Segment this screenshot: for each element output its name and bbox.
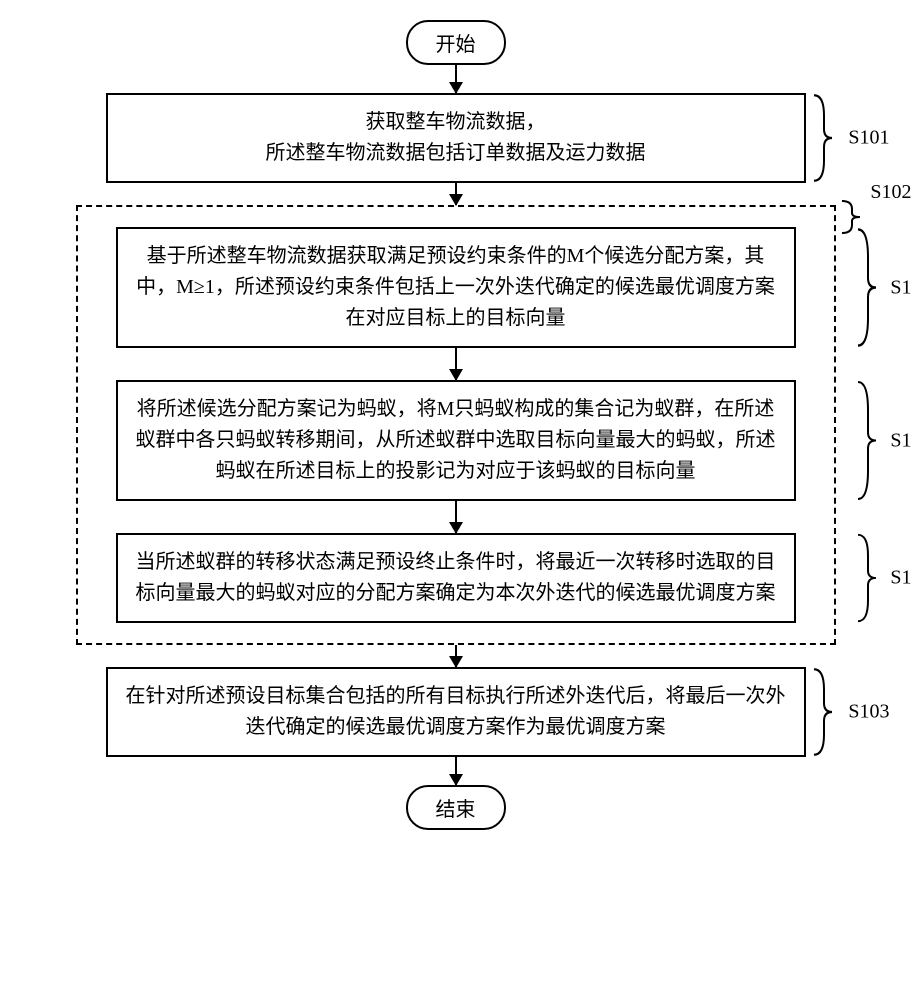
step-s1021: 基于所述整车物流数据获取满足预设约束条件的M个候选分配方案，其中，M≥1，所述预… bbox=[116, 227, 796, 348]
brace-s101 bbox=[810, 93, 834, 183]
label-s101: S101 bbox=[848, 127, 889, 150]
label-s102: S102 bbox=[870, 181, 911, 204]
step-s102-group: 基于所述整车物流数据获取满足预设约束条件的M个候选分配方案，其中，M≥1，所述预… bbox=[76, 205, 836, 645]
step-s1022-text: 将所述候选分配方案记为蚂蚁，将M只蚂蚁构成的集合记为蚁群，在所述蚁群中各只蚂蚁转… bbox=[136, 398, 776, 482]
step-s1021-row: 基于所述整车物流数据获取满足预设约束条件的M个候选分配方案，其中，M≥1，所述预… bbox=[90, 227, 822, 348]
step-s103-row: 在针对所述预设目标集合包括的所有目标执行所述外迭代后，将最后一次外迭代确定的候选… bbox=[16, 667, 896, 757]
step-s1023-text: 当所述蚁群的转移状态满足预设终止条件时，将最近一次转移时选取的目标向量最大的蚂蚁… bbox=[136, 551, 776, 604]
brace-s1023 bbox=[854, 533, 878, 623]
arrow-5 bbox=[455, 645, 457, 667]
label-s1021: S1021 bbox=[890, 276, 911, 299]
brace-s1021 bbox=[854, 227, 878, 348]
arrow-1 bbox=[455, 65, 457, 93]
step-s101-row: 获取整车物流数据，所述整车物流数据包括订单数据及运力数据 S101 bbox=[16, 93, 896, 183]
step-s103: 在针对所述预设目标集合包括的所有目标执行所述外迭代后，将最后一次外迭代确定的候选… bbox=[106, 667, 806, 757]
arrow-3 bbox=[455, 348, 457, 380]
start-label: 开始 bbox=[436, 34, 476, 56]
end-label: 结束 bbox=[436, 799, 476, 821]
flowchart-container: 开始 获取整车物流数据，所述整车物流数据包括订单数据及运力数据 S101 基于所… bbox=[16, 20, 896, 830]
step-s102-row: 基于所述整车物流数据获取满足预设约束条件的M个候选分配方案，其中，M≥1，所述预… bbox=[16, 205, 896, 645]
end-terminal: 结束 bbox=[406, 785, 506, 830]
step-s1022-row: 将所述候选分配方案记为蚂蚁，将M只蚂蚁构成的集合记为蚁群，在所述蚁群中各只蚂蚁转… bbox=[90, 380, 822, 501]
step-s103-text: 在针对所述预设目标集合包括的所有目标执行所述外迭代后，将最后一次外迭代确定的候选… bbox=[126, 685, 786, 738]
arrow-4 bbox=[455, 501, 457, 533]
arrow-2 bbox=[455, 183, 457, 205]
step-s1022: 将所述候选分配方案记为蚂蚁，将M只蚂蚁构成的集合记为蚁群，在所述蚁群中各只蚂蚁转… bbox=[116, 380, 796, 501]
brace-s103 bbox=[810, 667, 834, 757]
brace-s1022 bbox=[854, 380, 878, 501]
step-s101: 获取整车物流数据，所述整车物流数据包括订单数据及运力数据 bbox=[106, 93, 806, 183]
step-s1023-row: 当所述蚁群的转移状态满足预设终止条件时，将最近一次转移时选取的目标向量最大的蚂蚁… bbox=[90, 533, 822, 623]
step-s1023: 当所述蚁群的转移状态满足预设终止条件时，将最近一次转移时选取的目标向量最大的蚂蚁… bbox=[116, 533, 796, 623]
start-terminal: 开始 bbox=[406, 20, 506, 65]
label-s1023: S1023 bbox=[890, 567, 911, 590]
label-s103: S103 bbox=[848, 701, 889, 724]
step-s1021-text: 基于所述整车物流数据获取满足预设约束条件的M个候选分配方案，其中，M≥1，所述预… bbox=[136, 245, 775, 329]
label-s1022: S1022 bbox=[890, 429, 911, 452]
arrow-6 bbox=[455, 757, 457, 785]
brace-s102 bbox=[838, 199, 862, 235]
step-s101-text: 获取整车物流数据，所述整车物流数据包括订单数据及运力数据 bbox=[266, 111, 646, 164]
